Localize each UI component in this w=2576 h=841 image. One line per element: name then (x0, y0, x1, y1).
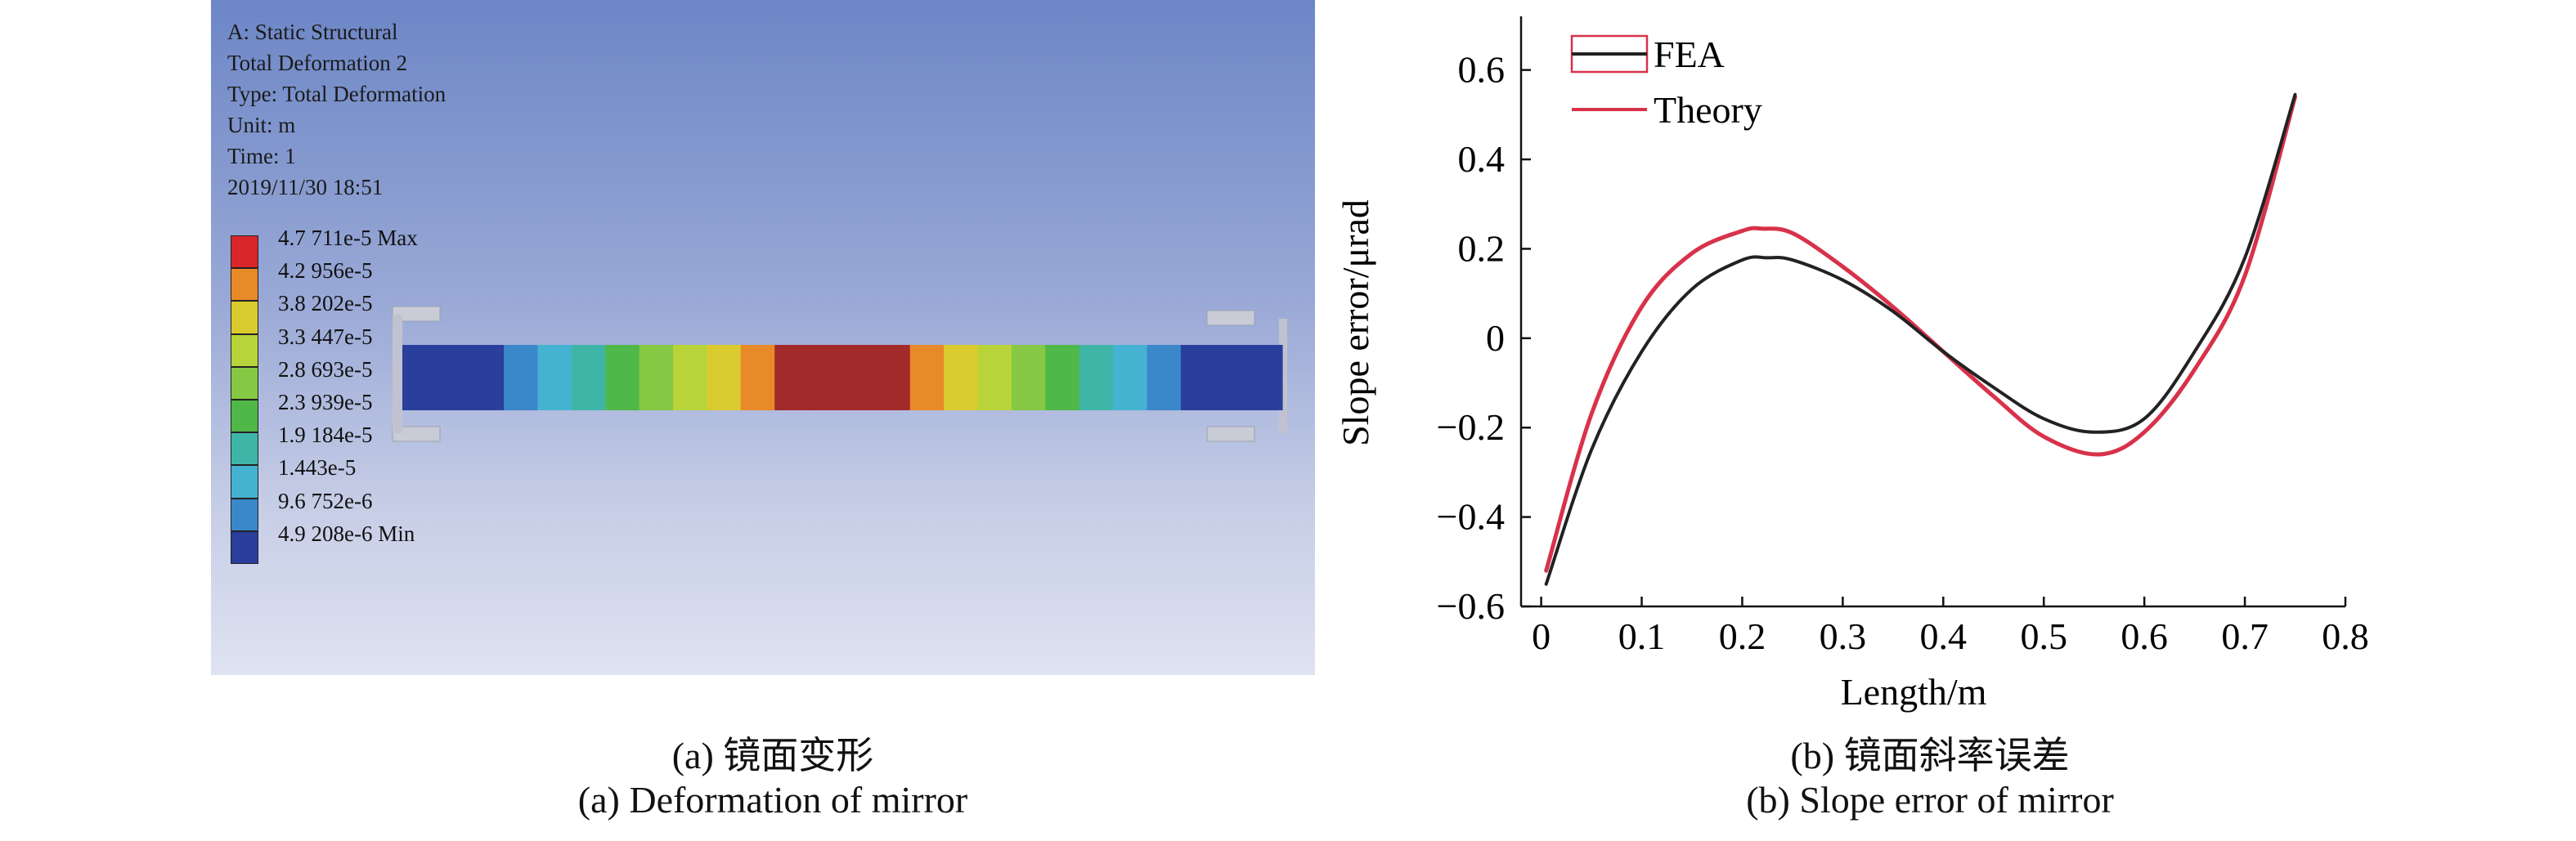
legend-value: 4.9 208e-6 Min (278, 521, 415, 546)
beam-segment (673, 345, 708, 410)
legend-value: 9.6 752e-6 (278, 488, 373, 513)
info-line: A: Static Structural (227, 20, 398, 44)
deformed-mirror-beam (392, 306, 1287, 442)
y-tick-label: −0.4 (1437, 496, 1505, 538)
beam-segment (1248, 345, 1283, 410)
legend-value: 4.2 956e-5 (278, 258, 373, 284)
beam-segments (402, 345, 1283, 410)
beam-segment (977, 345, 1012, 410)
legend-swatch (231, 498, 258, 531)
beam-segment (1045, 345, 1080, 410)
caption-b-chinese: (b) 镜面斜率误差 (1790, 735, 2070, 776)
beam-segment (1147, 345, 1182, 410)
chart-series (1544, 92, 2297, 586)
simulation-info: A: Static Structural Total Deformation 2 T… (227, 16, 446, 203)
beam-segment (842, 345, 877, 410)
x-tick-label: 0.7 (2221, 615, 2269, 657)
beam-segment (639, 345, 674, 410)
beam-segment (1079, 345, 1114, 410)
beam-segment (707, 345, 742, 410)
info-line: Type: Total Deformation (227, 82, 447, 106)
beam-segment (571, 345, 606, 410)
y-tick-label: 0.2 (1458, 227, 1506, 269)
y-tick-label: 0 (1486, 317, 1505, 359)
y-tick-label: 0.4 (1458, 138, 1506, 180)
x-tick-label: 0.1 (1618, 615, 1666, 657)
beam-segment (402, 345, 437, 410)
info-line: Unit: m (227, 113, 296, 137)
legend-swatch (231, 235, 258, 269)
y-tick-label: −0.2 (1437, 406, 1505, 448)
deformation-panel: A: Static Structural Total Deformation 2 T… (211, 0, 1315, 675)
beam-segment (436, 345, 471, 410)
y-tick-label: 0.6 (1458, 49, 1506, 91)
y-axis-label: Slope error/μrad (1335, 199, 1376, 446)
legend-value: 3.8 202e-5 (278, 291, 373, 316)
series-line-fea (1544, 92, 2297, 586)
legend-swatch (231, 301, 258, 334)
x-axis-label: Length/m (1841, 671, 1987, 713)
beam-segment (909, 345, 945, 410)
beam-segment (504, 345, 539, 410)
x-tick-label: 0.6 (2120, 615, 2168, 657)
beam-segment (537, 345, 572, 410)
legend-value: 2.8 693e-5 (278, 356, 373, 382)
caption-a-chinese: (a) 镜面变形 (671, 735, 874, 776)
chart-ticks: 0 0.1 0.2 0.3 0.4 0.5 0.6 0.7 0.8 0.6 0.4 0.2 0 −0.2 −… (1437, 49, 2369, 657)
x-tick-label: 0.2 (1719, 615, 1766, 657)
legend-value: 1.9 184e-5 (278, 423, 373, 448)
legend-swatch (231, 268, 258, 302)
info-line: Total Deformation 2 (227, 51, 408, 75)
beam-segment (1180, 345, 1215, 410)
legend-value: 4.7 711e-5 Max (278, 226, 418, 250)
info-line: Time: 1 (227, 144, 296, 168)
beam-segment (774, 345, 810, 410)
legend-entry: Theory (1572, 89, 1762, 131)
legend-label: FEA (1654, 34, 1725, 75)
legend-swatch (231, 366, 258, 400)
beam-segment (944, 345, 979, 410)
series-line-theory (1544, 95, 2297, 573)
left-support (392, 306, 441, 442)
y-tick-label: −0.6 (1437, 585, 1505, 627)
legend-swatch (231, 399, 258, 433)
legend-value: 3.3 447e-5 (278, 324, 373, 349)
x-tick-label: 0.4 (1920, 615, 1968, 657)
beam-segment (740, 345, 775, 410)
caption-a-english: (a) Deformation of mirror (577, 779, 968, 821)
right-support (1206, 310, 1287, 442)
beam-segment (605, 345, 640, 410)
beam-segment (1214, 345, 1250, 410)
legend-swatch (231, 333, 258, 367)
x-tick-label: 0.3 (1820, 615, 1867, 657)
legend-swatch (231, 465, 258, 499)
beam-segment (1113, 345, 1148, 410)
beam-segment (876, 345, 911, 410)
legend-label: Theory (1654, 89, 1762, 131)
legend-entry: FEA (1570, 34, 1725, 75)
legend-value: 2.3 939e-5 (278, 389, 373, 414)
x-tick-label: 0.8 (2322, 615, 2369, 657)
caption-b-english: (b) Slope error of mirror (1746, 779, 2114, 821)
beam-segment (469, 345, 505, 410)
legend-value: 1.443e-5 (278, 455, 357, 481)
chart-axes (1519, 16, 2345, 608)
legend-swatch (231, 530, 258, 564)
beam-segment (1011, 345, 1046, 410)
info-line: 2019/11/30 18:51 (227, 175, 384, 199)
chart-legend: FEA Theory (1570, 34, 1762, 131)
x-tick-label: 0.5 (2020, 615, 2067, 657)
beam-segment (808, 345, 843, 410)
x-tick-label: 0 (1532, 615, 1551, 657)
legend-swatch (231, 432, 258, 466)
